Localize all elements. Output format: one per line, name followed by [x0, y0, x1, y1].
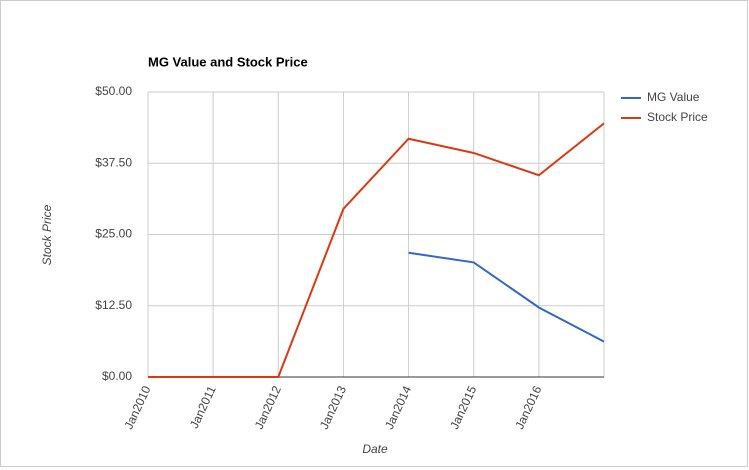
x-axis-label: Date: [362, 442, 388, 456]
y-tick-label: $50.00: [95, 84, 132, 98]
chart-title: MG Value and Stock Price: [148, 54, 308, 69]
series-line: [408, 251, 605, 343]
legend-label: MG Value: [647, 90, 700, 104]
y-tick-label: $0.00: [102, 369, 132, 383]
y-axis-label: Stock Price: [40, 204, 54, 265]
y-tick-label: $25.00: [95, 227, 132, 241]
y-tick-label: $12.50: [95, 298, 132, 312]
series-line: [148, 122, 605, 378]
y-tick-label: $37.50: [95, 155, 132, 169]
legend-label: Stock Price: [647, 110, 708, 124]
